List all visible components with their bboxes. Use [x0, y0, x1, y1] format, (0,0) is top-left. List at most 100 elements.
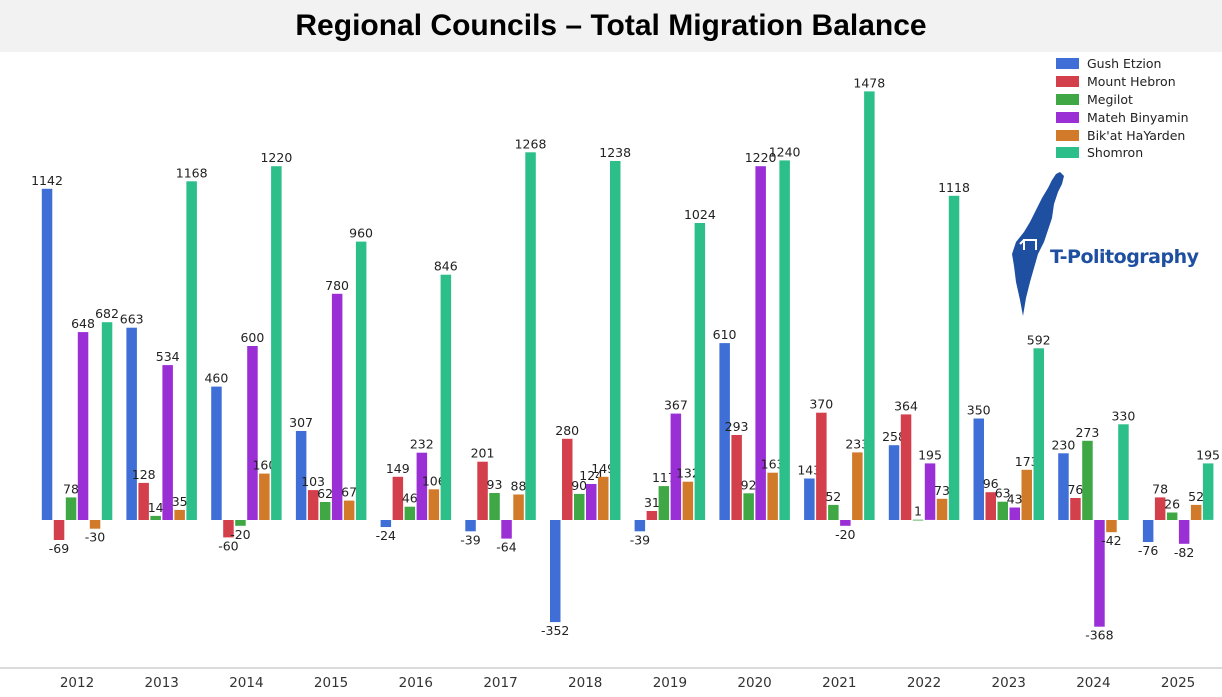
data-label: 233 — [845, 436, 869, 451]
data-label: -69 — [49, 541, 69, 556]
data-label: -82 — [1174, 545, 1194, 560]
legend-item: Mount Hebron — [1056, 73, 1189, 91]
bar-mateh-binyamin-2021 — [840, 520, 851, 526]
data-label: 67 — [341, 485, 357, 500]
bar-megilot-2020 — [743, 493, 754, 520]
data-label: 124 — [579, 468, 603, 483]
bar-shomron-2019 — [694, 223, 706, 520]
bar-mount-hebron-2018 — [562, 438, 573, 520]
data-label: 143 — [797, 463, 821, 478]
bar-megilot-2022 — [912, 519, 924, 521]
bar-mount-hebron-2017 — [477, 461, 488, 520]
data-label: 592 — [1027, 332, 1051, 347]
bar-megilot-2024 — [1082, 440, 1093, 520]
data-label: 1142 — [31, 173, 63, 188]
data-label: -42 — [1101, 533, 1121, 548]
x-tick-label: 2016 — [399, 675, 433, 691]
data-label: -24 — [376, 528, 396, 543]
bar-mount-hebron-2015 — [307, 490, 319, 520]
bar-mateh-binyamin-2020 — [755, 166, 766, 520]
legend-item: Megilot — [1056, 91, 1189, 109]
legend-swatch — [1056, 58, 1079, 70]
data-label: 1220 — [260, 150, 292, 165]
bar-mateh-binyamin-2014 — [247, 346, 258, 520]
data-label: 76 — [1067, 482, 1083, 497]
bar-mateh-binyamin-2016 — [416, 452, 428, 520]
bar-shomron-2016 — [440, 274, 452, 520]
data-label: 73 — [934, 483, 950, 498]
x-tick-label: 2013 — [145, 675, 179, 691]
bar-mateh-binyamin-2023 — [1009, 507, 1020, 520]
data-label: -39 — [630, 532, 650, 547]
legend-swatch — [1056, 111, 1079, 123]
bar-megilot-2015 — [319, 502, 331, 520]
data-label: 52 — [825, 489, 841, 504]
bar-mount-hebron-2014 — [223, 520, 234, 538]
bar-gush-etzion-2012 — [41, 188, 53, 521]
bar-gush-etzion-2014 — [211, 386, 222, 520]
data-label: 1220 — [745, 150, 777, 165]
data-label: 663 — [120, 312, 144, 327]
data-label: 26 — [1164, 497, 1180, 512]
data-label: 132 — [676, 466, 700, 481]
bar-shomron-2022 — [948, 195, 960, 521]
data-label: 160 — [252, 458, 276, 473]
data-label: 460 — [204, 371, 228, 386]
data-label: -60 — [218, 538, 238, 553]
bar-megilot-2012 — [65, 497, 77, 520]
legend-item: Shomron — [1056, 144, 1189, 162]
data-label: 960 — [349, 226, 373, 241]
data-label: -39 — [460, 532, 480, 547]
data-label: 78 — [63, 481, 79, 496]
x-tick-label: 2017 — [483, 675, 517, 691]
bar-mount-hebron-2012 — [53, 520, 65, 540]
bar-megilot-2025 — [1166, 512, 1178, 520]
data-label: 846 — [434, 259, 458, 274]
data-label: 14 — [148, 500, 164, 515]
bar-bik-at-hayarden-2025 — [1190, 504, 1202, 520]
data-label: 1478 — [853, 75, 885, 90]
bar-gush-etzion-2024 — [1058, 453, 1069, 520]
bar-shomron-2023 — [1033, 348, 1044, 520]
data-label: 1240 — [769, 144, 801, 159]
data-label: 280 — [555, 423, 579, 438]
x-tick-label: 2018 — [568, 675, 602, 691]
bar-megilot-2018 — [574, 493, 585, 520]
brand-logo-text: T-Politography — [1050, 246, 1199, 268]
bar-mount-hebron-2019 — [646, 511, 658, 520]
data-label: 93 — [487, 477, 503, 492]
bar-megilot-2016 — [404, 506, 416, 520]
data-label: 90 — [571, 478, 587, 493]
bar-megilot-2021 — [828, 504, 839, 520]
bar-mount-hebron-2024 — [1070, 498, 1081, 520]
legend-swatch — [1056, 93, 1079, 105]
x-tick-label: 2024 — [1076, 675, 1110, 691]
data-label: 610 — [713, 327, 737, 342]
data-label: -368 — [1085, 628, 1113, 643]
bar-mount-hebron-2013 — [138, 482, 149, 520]
x-tick-label: 2019 — [653, 675, 687, 691]
data-label: 35 — [172, 494, 188, 509]
data-label: 780 — [325, 278, 349, 293]
bar-mount-hebron-2025 — [1154, 497, 1166, 520]
legend-swatch — [1056, 129, 1079, 141]
bar-bik-at-hayarden-2013 — [174, 509, 185, 520]
bar-bik-at-hayarden-2018 — [598, 476, 609, 520]
bar-mount-hebron-2016 — [392, 476, 404, 520]
bar-bik-at-hayarden-2024 — [1106, 520, 1117, 533]
bar-gush-etzion-2013 — [126, 327, 137, 520]
data-label: -352 — [541, 623, 569, 638]
bar-mateh-binyamin-2017 — [501, 520, 512, 539]
bar-gush-etzion-2022 — [888, 445, 900, 520]
data-label: 307 — [289, 415, 313, 430]
data-label: 52 — [1188, 489, 1204, 504]
bar-megilot-2017 — [489, 493, 500, 520]
legend-label: Gush Etzion — [1087, 56, 1162, 72]
data-label: 273 — [1075, 425, 1099, 440]
data-label: 31 — [644, 495, 660, 510]
legend-label: Shomron — [1087, 145, 1144, 161]
data-label: 1 — [914, 504, 922, 519]
data-label: 230 — [1051, 437, 1075, 452]
bar-bik-at-hayarden-2019 — [682, 481, 694, 520]
data-label: 106 — [422, 473, 446, 488]
